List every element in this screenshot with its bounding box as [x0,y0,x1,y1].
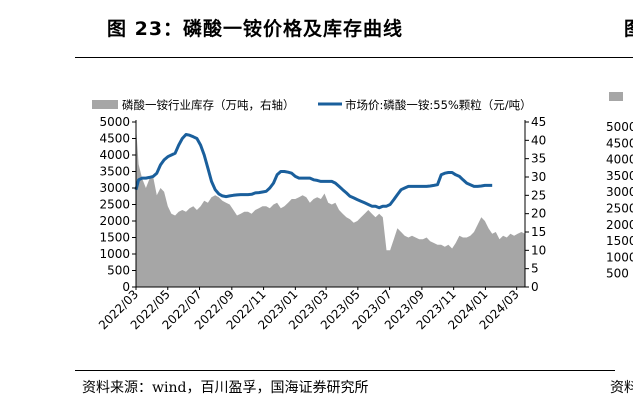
clipped-left-tick-label: 4500 [606,136,633,150]
clipped-left-tick-label: 3500 [606,169,633,183]
left-axis-tick-label: 3500 [99,165,130,179]
clipped-left-tick-label: 4000 [606,153,633,167]
right-axis-tick-label: 10 [531,243,546,257]
right-axis-tick-label: 40 [531,133,546,147]
clipped-next-source-note: 资料 [610,380,633,396]
left-axis-tick-label: 500 [107,264,130,278]
clipped-next-figure-title: 图 [624,14,633,41]
clipped-legend-swatch [609,92,623,101]
clipped-left-tick-label: 2500 [606,202,633,216]
right-axis-tick-label: 5 [531,262,539,276]
clipped-left-tick-label: 500 [606,267,629,281]
left-axis-tick-label: 3000 [99,181,130,195]
right-axis-tick-label: 35 [531,152,546,166]
legend-price-label: 市场价:磷酸一铵:55%颗粒（元/吨） [345,98,532,112]
left-axis-tick-label: 2500 [99,198,130,212]
inventory-area-series [136,125,525,287]
right-axis-tick-label: 15 [531,225,546,239]
price-inventory-chart: 0500100015002000250030003500400045005000… [92,92,633,332]
figure-title: 图 23：磷酸一铵价格及库存曲线 [107,18,404,40]
left-axis-tick-label: 4000 [99,148,130,162]
bottom-rule [75,370,615,371]
right-axis-tick-label: 20 [531,207,546,221]
clipped-left-tick-label: 2000 [606,218,633,232]
clipped-left-tick-label: 5000 [606,120,633,134]
right-axis-tick-label: 30 [531,170,546,184]
clipped-left-tick-label: 1000 [606,250,633,264]
left-axis-tick-label: 0 [122,280,130,294]
clipped-left-tick-label: 1500 [606,234,633,248]
top-rule [75,57,633,58]
right-axis-tick-label: 25 [531,188,546,202]
clipped-next-chart: 5000 4500 4000 3500 3000 2500 2000 1500 1000 500 [606,92,633,281]
source-note: 资料来源：wind，百川盈孚，国海证券研究所 [82,380,369,396]
right-axis-tick-label: 45 [531,115,546,129]
clipped-left-tick-label: 3000 [606,185,633,199]
left-axis-tick-label: 2000 [99,214,130,228]
legend-inventory-label: 磷酸一铵行业库存（万吨，右轴） [122,98,295,112]
left-axis-tick-label: 1000 [99,247,130,261]
left-axis-tick-label: 5000 [99,115,130,129]
right-axis-tick-label: 0 [531,280,539,294]
price-line-series [134,133,493,210]
left-axis-tick-label: 1500 [99,231,130,245]
left-axis-tick-label: 4500 [99,132,130,146]
legend-inventory-swatch [92,100,118,109]
